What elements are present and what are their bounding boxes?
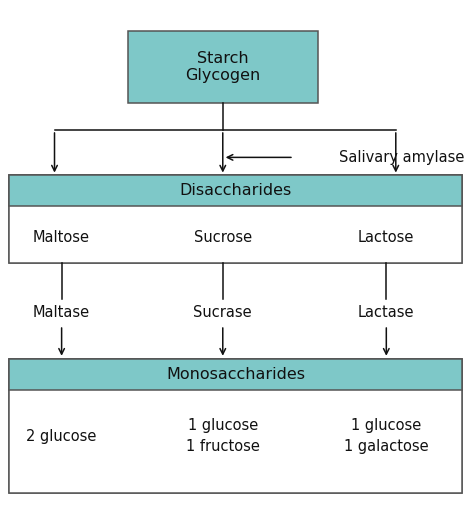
- Text: Lactase: Lactase: [358, 304, 415, 320]
- Bar: [9, 359, 462, 390]
- Text: Maltose: Maltose: [33, 230, 90, 245]
- Bar: [9, 175, 462, 206]
- Bar: [128, 31, 318, 103]
- Text: Maltase: Maltase: [33, 304, 90, 320]
- Text: Salivary amylase: Salivary amylase: [339, 150, 465, 165]
- Text: Sucrose: Sucrose: [194, 230, 252, 245]
- Bar: [9, 390, 462, 493]
- Bar: [9, 175, 462, 263]
- Text: 1 glucose
1 fructose: 1 glucose 1 fructose: [186, 418, 260, 454]
- Text: 1 glucose
1 galactose: 1 glucose 1 galactose: [344, 418, 428, 454]
- Bar: [9, 175, 462, 206]
- Bar: [9, 359, 462, 493]
- Text: 2 glucose: 2 glucose: [27, 428, 97, 444]
- Bar: [9, 359, 462, 390]
- Text: Sucrase: Sucrase: [193, 304, 252, 320]
- Text: Monosaccharides: Monosaccharides: [166, 366, 305, 382]
- Bar: [9, 206, 462, 263]
- Text: Lactose: Lactose: [358, 230, 414, 245]
- Text: Starch
Glycogen: Starch Glycogen: [185, 51, 260, 83]
- Text: Disaccharides: Disaccharides: [180, 183, 292, 199]
